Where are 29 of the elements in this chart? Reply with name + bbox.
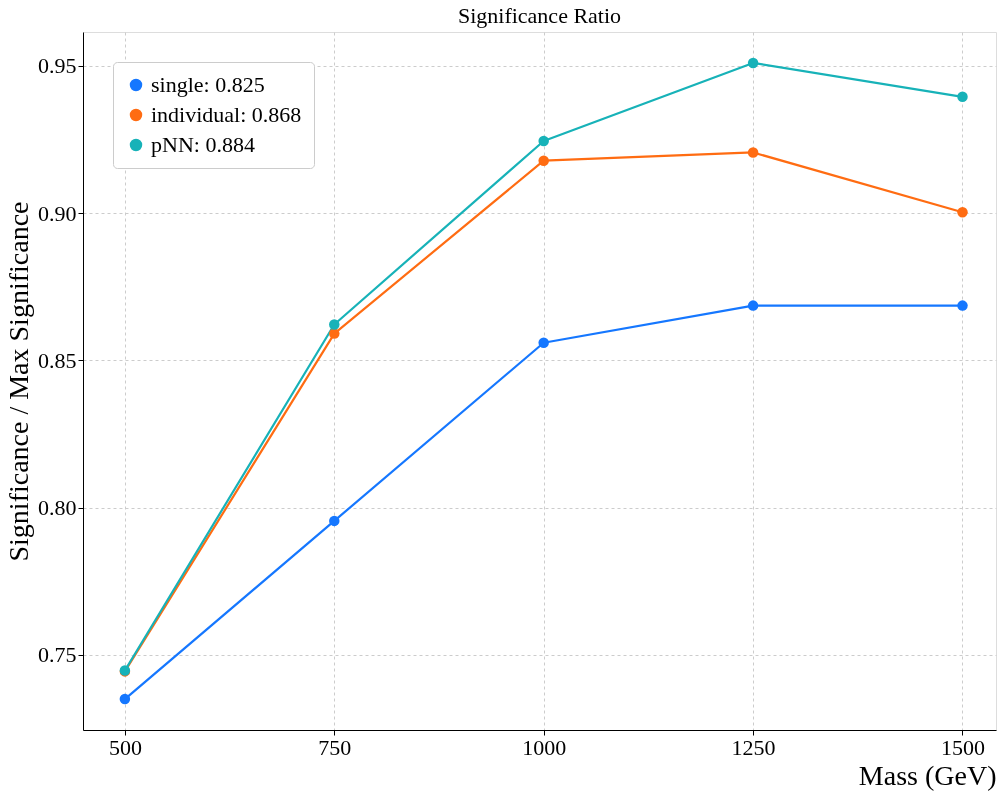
point xyxy=(747,147,759,158)
point xyxy=(957,207,968,218)
y-tick-label: 0.75 xyxy=(38,642,77,668)
y-tick-label: 0.85 xyxy=(38,347,77,373)
point xyxy=(747,57,759,69)
point xyxy=(957,300,968,311)
point xyxy=(957,91,968,103)
point xyxy=(538,135,549,147)
x-tick-label: 750 xyxy=(318,734,352,760)
point xyxy=(329,328,340,339)
y-axis-title: Significance / Max Significance xyxy=(3,201,34,562)
point xyxy=(538,337,549,348)
y-tick-label: 0.90 xyxy=(38,200,77,226)
legend-label: single: 0.825 xyxy=(151,72,265,97)
point xyxy=(119,693,131,705)
x-tick-label: 1000 xyxy=(522,734,567,760)
point xyxy=(538,155,549,166)
x-tick-label: 1500 xyxy=(941,734,985,760)
chart-title: Significance Ratio xyxy=(457,3,622,28)
x-tick-label: 1250 xyxy=(731,734,776,760)
y-tick-label: 0.80 xyxy=(38,495,77,521)
point xyxy=(747,300,759,311)
legend-label: pNN: 0.884 xyxy=(151,132,255,157)
point xyxy=(329,515,340,527)
x-axis-title: Mass (GeV) xyxy=(858,759,997,791)
point xyxy=(329,319,340,330)
legend-label: individual: 0.868 xyxy=(151,102,302,127)
x-tick-label: 500 xyxy=(108,734,142,760)
y-tick-label: 0.95 xyxy=(38,53,77,79)
